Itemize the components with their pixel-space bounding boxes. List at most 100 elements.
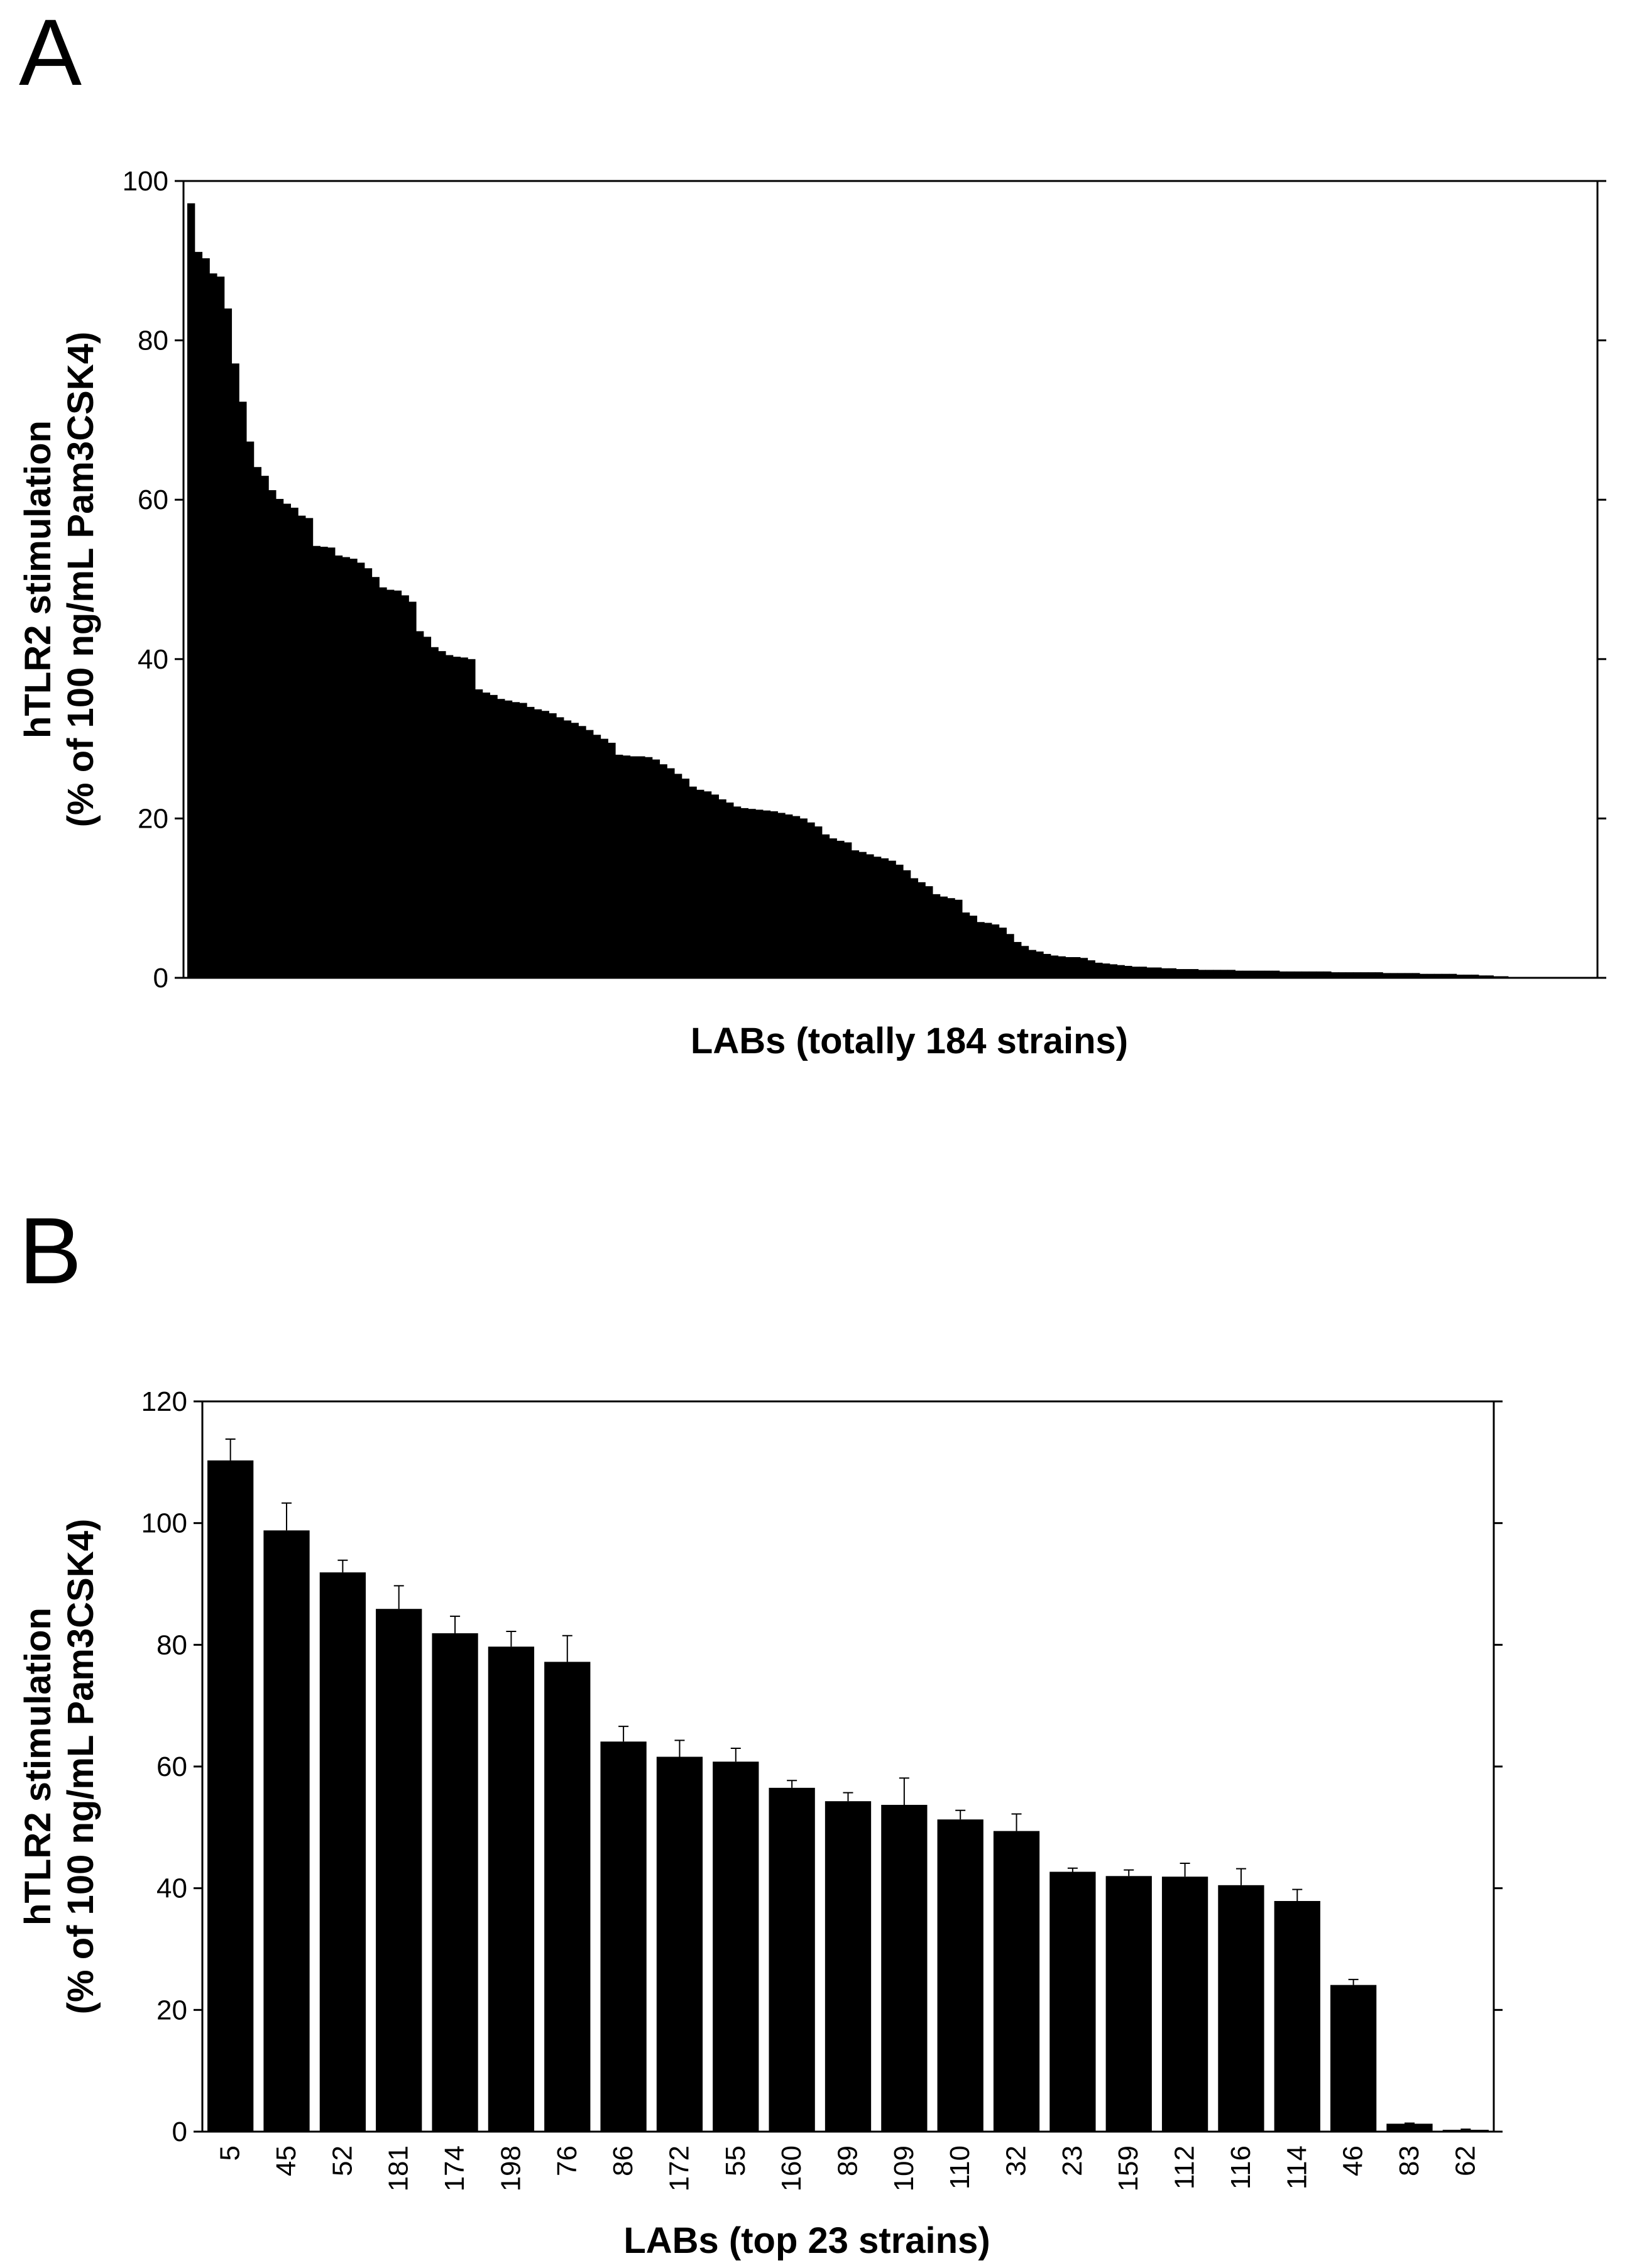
chart-a-bar bbox=[586, 730, 594, 978]
chart-b-x-tick-label: 62 bbox=[1450, 2145, 1481, 2176]
chart-b-bar bbox=[1218, 1885, 1264, 2132]
chart-a-bar bbox=[549, 713, 557, 978]
chart-a-bar bbox=[578, 726, 586, 978]
chart-a-bar bbox=[991, 924, 1000, 978]
chart-a-bar bbox=[740, 808, 748, 978]
chart-a-bar bbox=[785, 814, 793, 978]
chart-a-bar bbox=[696, 789, 704, 978]
chart-a-bar bbox=[896, 864, 904, 978]
chart-a-bar bbox=[408, 601, 417, 978]
chart-a-bar bbox=[1095, 962, 1103, 978]
chart-a-bar bbox=[393, 590, 402, 978]
chart-b-bar bbox=[1442, 2130, 1489, 2132]
chart-a-bar bbox=[401, 595, 409, 978]
chart-a-bar bbox=[452, 657, 461, 978]
chart-a-bar bbox=[792, 816, 801, 978]
chart-b-x-tick-label: 110 bbox=[945, 2145, 975, 2189]
chart-a-bar bbox=[305, 518, 314, 978]
chart-b-bar bbox=[319, 1572, 366, 2132]
chart-b-bar bbox=[1049, 1871, 1096, 2132]
chart-a-bar bbox=[999, 928, 1007, 978]
chart-a-bar bbox=[681, 779, 690, 978]
chart-b-x-tick-label: 116 bbox=[1225, 2145, 1256, 2189]
chart-a-bar bbox=[932, 894, 941, 978]
chart-a-bar bbox=[445, 655, 454, 978]
chart-a-y-tick-label: 60 bbox=[138, 485, 168, 515]
chart-a-bar bbox=[1036, 951, 1044, 978]
chart-b-x-tick-label: 55 bbox=[720, 2145, 751, 2176]
chart-a-bar bbox=[534, 709, 542, 978]
chart-a-y-axis-title-line1: hTLR2 stimulation bbox=[18, 420, 58, 738]
chart-b-y-tick-label: 20 bbox=[156, 1995, 187, 2025]
chart-a-bar bbox=[593, 735, 601, 978]
chart-a-bar bbox=[1501, 976, 1509, 978]
chart-a-bar bbox=[1102, 963, 1110, 978]
chart-a-bar bbox=[364, 568, 373, 978]
chart-a-bar bbox=[438, 651, 446, 978]
chart-a-bar bbox=[955, 899, 963, 978]
chart-a-bar bbox=[1065, 957, 1073, 978]
chart-b-bar bbox=[656, 1756, 703, 2132]
chart-a-bar bbox=[755, 809, 764, 978]
chart-a-bar bbox=[1294, 971, 1302, 978]
chart-a-bar bbox=[1028, 950, 1036, 978]
chart-b-bar bbox=[937, 1819, 983, 2132]
chart-b-x-tick-label: 5 bbox=[215, 2145, 246, 2161]
chart-a-bar bbox=[194, 251, 203, 978]
chart-b-x-tick-label: 181 bbox=[383, 2145, 414, 2191]
chart-b-bar bbox=[432, 1633, 478, 2132]
chart-a-bar bbox=[187, 203, 195, 978]
chart-b-bar bbox=[1161, 1876, 1208, 2132]
chart-a-bar bbox=[1176, 969, 1184, 978]
chart-b-x-tick-label: 198 bbox=[495, 2145, 526, 2191]
chart-a-bar bbox=[1331, 972, 1339, 978]
chart-b-bar bbox=[544, 1662, 591, 2132]
chart-a-bar bbox=[1389, 973, 1398, 978]
chart-a-bar bbox=[1442, 973, 1450, 978]
chart-a-bar bbox=[1449, 973, 1457, 978]
chart-a-bar bbox=[571, 723, 579, 978]
chart-a-bar bbox=[541, 711, 549, 978]
chart-a-bar bbox=[977, 922, 985, 978]
chart-a-bar bbox=[1279, 971, 1288, 978]
chart-a-bar bbox=[659, 764, 667, 978]
chart-a-bar bbox=[918, 882, 926, 978]
chart-a-bar bbox=[1131, 967, 1140, 978]
chart-a-bar bbox=[519, 703, 527, 978]
chart-a-y-axis: 0 20 40 60 80 100 bbox=[123, 166, 1606, 994]
chart-a-bar bbox=[762, 810, 771, 978]
chart-a-bar bbox=[416, 631, 424, 978]
chart-b-y-tick-label: 0 bbox=[172, 2117, 187, 2147]
chart-a-bar bbox=[615, 754, 623, 978]
chart-a-bar bbox=[1486, 975, 1494, 978]
chart-b-bar bbox=[263, 1530, 310, 2132]
chart-a-y-tick-label: 0 bbox=[153, 963, 168, 994]
chart-a-y-tick-label: 100 bbox=[123, 166, 168, 197]
chart-a-bar bbox=[275, 498, 284, 978]
chart-a-bar bbox=[1345, 972, 1354, 978]
chart-a-bar bbox=[460, 657, 468, 978]
chart-a-bar bbox=[1213, 970, 1221, 978]
chart-a-bar bbox=[1014, 941, 1022, 978]
chart-a-bar bbox=[231, 363, 239, 978]
chart-a-bar bbox=[349, 559, 358, 978]
chart-b-y-axis-title-line1: hTLR2 stimulation bbox=[18, 1608, 58, 1926]
chart-a-bar bbox=[253, 467, 262, 978]
chart-a-bar bbox=[807, 822, 815, 978]
chart-a-bar bbox=[556, 717, 564, 978]
chart-a-bar bbox=[858, 852, 867, 978]
chart-a-bar bbox=[947, 898, 955, 978]
chart-a-bar bbox=[652, 759, 660, 978]
chart-a-bar bbox=[1183, 969, 1191, 978]
chart-a-bar bbox=[216, 277, 225, 978]
chart-b-error-bars bbox=[225, 1438, 1471, 2130]
chart-b-x-tick-label: 160 bbox=[776, 2145, 807, 2191]
chart-a-bar bbox=[748, 809, 756, 978]
chart-a-bar bbox=[1264, 970, 1273, 978]
chart-a-bar bbox=[1316, 971, 1324, 978]
chart-a-bar bbox=[1338, 972, 1347, 978]
chart-a-bar bbox=[512, 702, 520, 978]
chart-a-bar bbox=[851, 850, 860, 978]
